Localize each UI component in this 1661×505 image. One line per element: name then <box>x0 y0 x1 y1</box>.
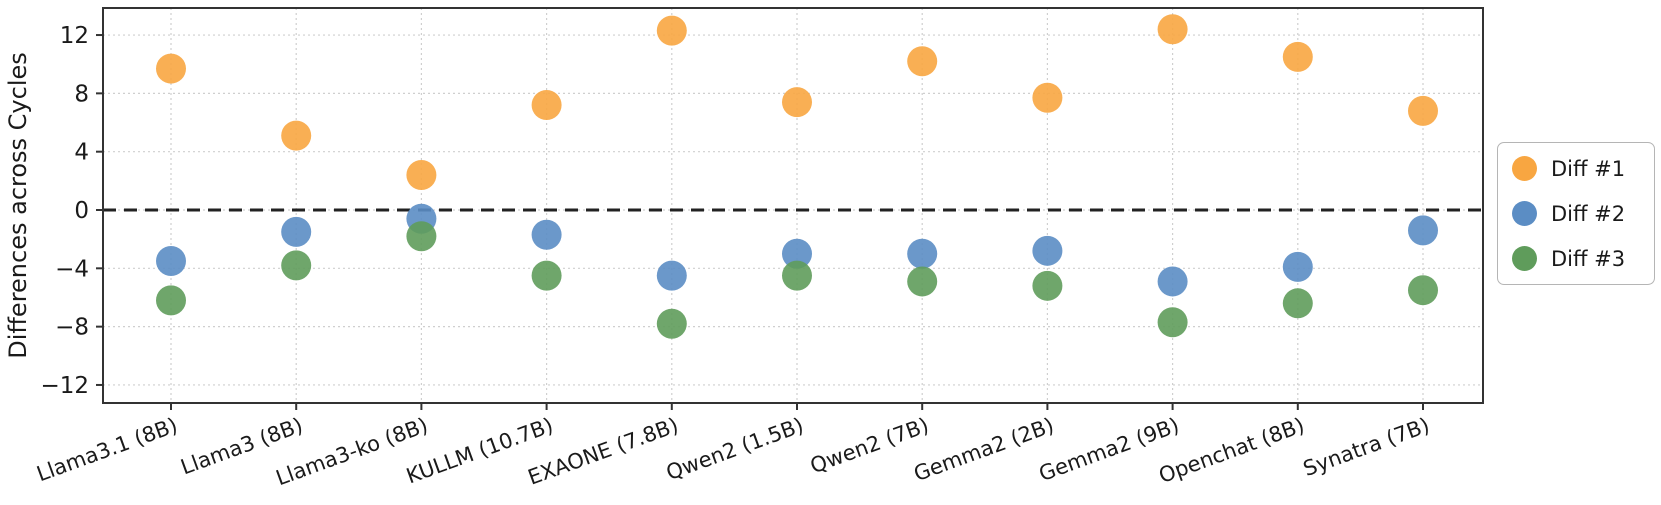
data-point-diff1-3 <box>531 90 562 121</box>
data-point-diff1-9 <box>1282 41 1313 72</box>
data-point-diff2-6 <box>907 238 938 269</box>
data-point-diff2-5 <box>782 238 812 269</box>
plot-border <box>102 7 1484 404</box>
y-tick-label: −8 <box>55 315 89 341</box>
data-point-diff2-4 <box>656 260 687 291</box>
y-tick-label: 4 <box>74 140 89 166</box>
data-point-diff2-10 <box>1408 215 1438 246</box>
data-point-diff2-0 <box>156 246 186 277</box>
data-point-diff3-4 <box>656 308 687 339</box>
x-tick-label-10: Synatra (7B) <box>1300 413 1433 481</box>
data-point-diff2-1 <box>281 216 312 247</box>
legend-entry-diff3: Diff #3 <box>1512 246 1640 271</box>
data-point-diff2-8 <box>1157 266 1188 297</box>
x-tick-label-9: Openchat (8B) <box>1156 413 1308 488</box>
data-point-diff1-10 <box>1408 95 1438 126</box>
data-point-diff3-6 <box>907 266 938 297</box>
data-point-diff3-3 <box>531 260 562 291</box>
data-point-diff2-9 <box>1282 251 1313 282</box>
y-tick-label: −12 <box>40 373 89 399</box>
diff2-marker-icon <box>1512 201 1537 226</box>
y-tick-label: 0 <box>74 198 89 224</box>
legend-entry-diff2: Diff #2 <box>1512 201 1640 226</box>
diff1-marker-icon <box>1512 156 1537 181</box>
data-point-diff1-5 <box>782 87 812 118</box>
data-point-diff3-1 <box>281 250 312 281</box>
data-point-diff1-1 <box>281 120 312 151</box>
data-point-diff3-10 <box>1408 275 1438 306</box>
data-point-diff2-3 <box>531 219 562 250</box>
data-point-diff3-2 <box>406 221 437 252</box>
data-point-diff3-5 <box>782 260 812 291</box>
legend-label-diff1: Diff #1 <box>1551 156 1626 181</box>
data-point-diff3-9 <box>1282 288 1313 319</box>
x-tick-label-5: Qwen2 (1.5B) <box>663 413 807 485</box>
legend-entry-diff1: Diff #1 <box>1512 156 1640 181</box>
data-point-diff3-8 <box>1157 307 1188 338</box>
legend: Diff #1 Diff #2 Diff #3 <box>1497 142 1655 285</box>
y-tick-label: 12 <box>60 23 89 49</box>
legend-label-diff3: Diff #3 <box>1551 246 1626 271</box>
data-point-diff3-0 <box>156 285 186 316</box>
data-point-diff1-6 <box>907 46 938 77</box>
y-axis-label: Differences across Cycles <box>4 52 32 359</box>
data-point-diff1-2 <box>406 160 437 191</box>
legend-label-diff2: Diff #2 <box>1551 201 1626 226</box>
data-point-diff1-7 <box>1032 82 1063 113</box>
x-tick-label-7: Gemma2 (2B) <box>911 413 1058 486</box>
data-point-diff1-8 <box>1157 14 1188 45</box>
y-tick-label: −4 <box>55 256 89 282</box>
data-point-diff3-7 <box>1032 270 1063 301</box>
y-tick-label: 8 <box>74 81 89 107</box>
x-tick-label-0: Llama3.1 (8B) <box>33 413 180 486</box>
data-point-diff1-0 <box>156 53 186 84</box>
data-point-diff2-7 <box>1032 235 1063 266</box>
diff3-marker-icon <box>1512 246 1537 271</box>
data-point-diff1-4 <box>656 15 687 46</box>
